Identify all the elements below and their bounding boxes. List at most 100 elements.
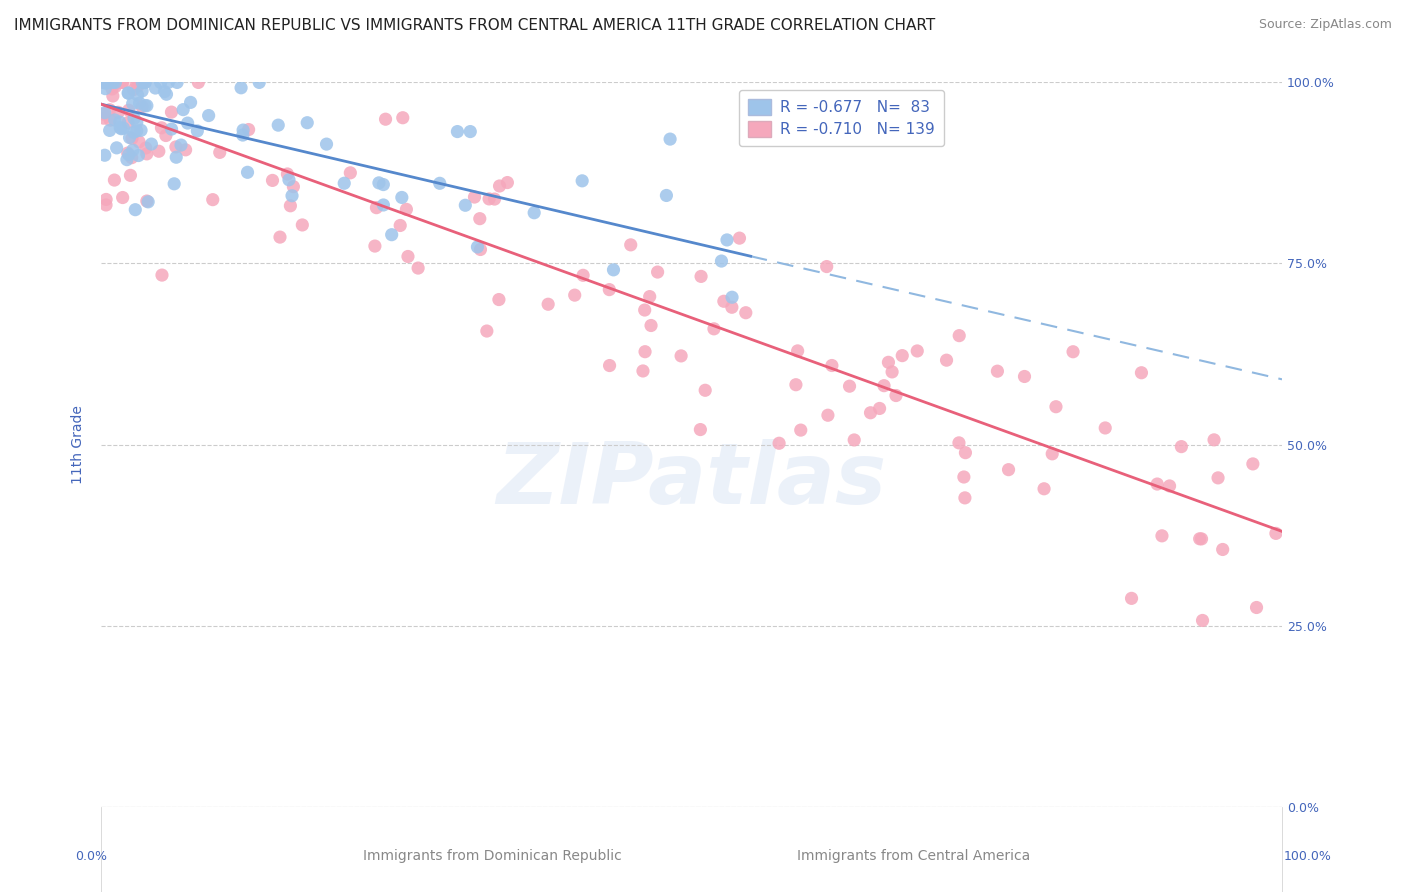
Point <box>122 112 145 126</box>
Point <box>468 211 491 226</box>
Point <box>478 192 501 206</box>
Point <box>1033 482 1056 496</box>
Point <box>659 132 682 146</box>
Point <box>631 364 654 378</box>
Point <box>373 198 395 212</box>
Point <box>131 100 153 114</box>
Point <box>406 261 429 276</box>
Point <box>391 111 413 125</box>
Point <box>280 199 302 213</box>
Point <box>170 138 193 153</box>
Point <box>1170 440 1192 454</box>
Point <box>366 201 388 215</box>
Point <box>1130 366 1153 380</box>
Point <box>148 145 170 159</box>
Text: Source: ZipAtlas.com: Source: ZipAtlas.com <box>1258 18 1392 31</box>
Point <box>634 344 657 359</box>
Point <box>94 76 117 90</box>
Point <box>281 188 304 202</box>
Point <box>150 268 173 282</box>
Point <box>136 194 159 209</box>
Point <box>232 128 254 142</box>
Point <box>948 435 970 450</box>
Point <box>713 294 735 309</box>
Point <box>131 75 153 89</box>
Point <box>117 86 139 100</box>
Point <box>94 148 117 162</box>
Point <box>118 147 141 161</box>
Point <box>291 218 314 232</box>
Point <box>163 177 186 191</box>
Point <box>112 121 135 136</box>
Point <box>935 353 957 368</box>
Point <box>134 75 156 89</box>
Point <box>786 343 808 358</box>
Point <box>454 198 477 212</box>
Point <box>721 290 744 304</box>
Point <box>166 75 188 89</box>
Point <box>484 192 506 206</box>
Point <box>953 491 976 505</box>
Point <box>859 406 882 420</box>
Point <box>283 179 305 194</box>
Point <box>101 89 124 103</box>
Point <box>101 75 124 89</box>
Point <box>117 115 139 129</box>
Point <box>104 79 127 94</box>
Y-axis label: 11th Grade: 11th Grade <box>72 405 86 484</box>
Point <box>844 433 866 447</box>
Point <box>395 202 418 217</box>
Point <box>128 135 150 149</box>
Point <box>768 436 790 450</box>
Point <box>523 206 546 220</box>
Point <box>838 379 860 393</box>
Point <box>669 349 692 363</box>
Point <box>276 167 298 181</box>
Point <box>117 86 139 100</box>
Point <box>572 268 595 283</box>
Point <box>98 113 121 128</box>
Point <box>135 146 157 161</box>
Point <box>236 165 259 179</box>
Point <box>127 88 149 103</box>
Point <box>172 103 194 117</box>
Point <box>869 401 891 416</box>
Point <box>155 128 177 143</box>
Point <box>121 131 143 145</box>
Point <box>135 194 157 208</box>
Point <box>127 148 149 162</box>
Point <box>111 75 134 89</box>
Text: Immigrants from Central America: Immigrants from Central America <box>797 849 1031 863</box>
Point <box>620 237 643 252</box>
Point <box>703 322 725 336</box>
Point <box>160 105 183 120</box>
Point <box>197 109 219 123</box>
Point <box>93 75 115 89</box>
Point <box>458 124 481 138</box>
Point <box>381 227 404 242</box>
Point <box>373 178 395 192</box>
Point <box>153 85 176 99</box>
Point <box>640 318 662 333</box>
Point <box>117 146 139 161</box>
Point <box>655 188 678 202</box>
Point <box>877 355 900 369</box>
Point <box>121 151 143 165</box>
Point <box>93 75 115 89</box>
Point <box>238 122 260 136</box>
Point <box>785 377 807 392</box>
Point <box>463 190 485 204</box>
Point <box>98 123 121 137</box>
Point <box>150 120 173 135</box>
Point <box>125 75 148 89</box>
Point <box>364 239 387 253</box>
Point <box>157 75 180 89</box>
Point <box>122 83 145 97</box>
Point <box>734 306 756 320</box>
Point <box>121 96 143 111</box>
Point <box>948 328 970 343</box>
Point <box>1241 457 1264 471</box>
Text: Immigrants from Dominican Republic: Immigrants from Dominican Republic <box>363 849 621 863</box>
Point <box>122 125 145 139</box>
Point <box>815 260 838 274</box>
